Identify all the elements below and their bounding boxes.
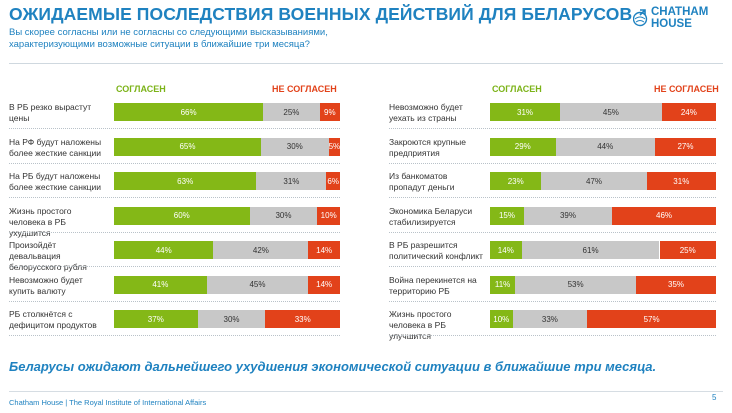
row-separator: [389, 300, 716, 302]
bar-disagree: 25%: [659, 241, 716, 259]
bar-agree: 31%: [490, 103, 561, 121]
page-subtitle: Вы скорее согласны или не согласны со сл…: [9, 27, 328, 50]
row-label: Экономика Беларуси стабилизируется: [389, 205, 473, 227]
bar-agree: 37%: [114, 310, 198, 328]
bar-disagree: 35%: [636, 275, 716, 294]
bar-agree: 15%: [490, 206, 524, 225]
row-separator: [389, 231, 716, 233]
bar-agree: 10%: [490, 310, 513, 328]
legend-agree: СОГЛАСЕН: [492, 84, 542, 94]
bar-neutral: 42%: [213, 241, 309, 259]
bar-disagree: 5%: [328, 137, 340, 156]
bar-disagree: 24%: [661, 103, 716, 121]
bar-neutral: 33%: [512, 310, 588, 328]
legend-disagree: НЕ СОГЛАСЕН: [654, 84, 719, 94]
row-label: На РБ будут наложены более жесткие санкц…: [9, 171, 102, 192]
bar-agree: 29%: [490, 137, 556, 156]
row-label: В РБ разрешится политический конфликт: [389, 240, 483, 261]
row-separator: [389, 266, 716, 267]
footer-text: Chatham House | The Royal Institute of I…: [9, 398, 207, 407]
row-separator: [9, 266, 340, 267]
conclusion-text: Беларусы ожидают дальнейшего ухудшения э…: [9, 359, 657, 374]
bar-neutral: 53%: [515, 275, 637, 294]
row-separator: [9, 300, 340, 302]
bar-agree: 66%: [114, 103, 264, 121]
chatham-house-logo: CHATHAM HOUSE: [633, 6, 723, 36]
row-separator: [389, 197, 716, 198]
bar-disagree: 14%: [308, 275, 340, 294]
row-label: Произойдёт девальвация белорусского рубл…: [9, 240, 87, 272]
bar-neutral: 30%: [197, 310, 266, 328]
legend-disagree: НЕ СОГЛАСЕН: [272, 84, 337, 94]
row-separator: [9, 197, 340, 198]
header-divider: [9, 63, 723, 64]
row-separator: [389, 335, 716, 336]
bar-agree: 23%: [490, 172, 542, 190]
chart-right: СОГЛАСЕН НЕ СОГЛАСЕН Невозможно будет уеха…: [389, 84, 719, 341]
row-label: РБ столкнётся с дефицитом продуктов: [9, 309, 97, 330]
bar-disagree: 10%: [317, 206, 340, 225]
row-label: Невозможно будет купить валюту: [9, 274, 83, 296]
row-label: Невозможно будет уехать из страны: [389, 102, 463, 123]
bar-neutral: 45%: [206, 275, 309, 294]
bar-neutral: 45%: [560, 103, 662, 121]
bar-neutral: 47%: [541, 172, 647, 190]
bar-disagree: 31%: [646, 172, 716, 190]
bar-disagree: 9%: [319, 103, 340, 121]
bar-agree: 63%: [114, 172, 257, 190]
row-label: Война перекинется на территорию РБ: [389, 274, 477, 296]
row-separator: [9, 128, 340, 129]
bar-agree: 14%: [490, 241, 522, 259]
bar-agree: 60%: [114, 206, 250, 225]
row-label: Жизнь простого человека в РБ улучшится: [389, 309, 452, 341]
bar-disagree: 14%: [308, 241, 340, 259]
row-label: Жизнь простого человека в РБ ухудшится: [9, 205, 72, 238]
bar-agree: 65%: [114, 137, 261, 156]
row-separator: [9, 231, 340, 233]
row-label: В РБ резко вырастут цены: [9, 102, 92, 123]
bar-disagree: 6%: [326, 172, 340, 190]
bar-neutral: 30%: [260, 137, 329, 156]
row-separator: [9, 335, 340, 336]
row-label: Из банкоматов пропадут деньги: [389, 171, 455, 192]
row-label: На РФ будут наложены более жесткие санкц…: [9, 136, 102, 158]
row-separator: [389, 128, 716, 129]
legend-agree: СОГЛАСЕН: [116, 84, 166, 94]
page-number: 5: [712, 393, 717, 402]
chart-left: СОГЛАСЕН НЕ СОГЛАСЕН В РБ резко вырастут ц…: [9, 84, 340, 336]
bar-disagree: 27%: [654, 137, 716, 156]
bar-agree: 11%: [490, 275, 516, 294]
bar-neutral: 31%: [256, 172, 327, 190]
logo-line-1: CHATHAM: [651, 6, 709, 18]
bar-neutral: 44%: [555, 137, 655, 156]
bar-agree: 41%: [114, 275, 207, 294]
bar-neutral: 39%: [523, 206, 613, 225]
row-separator: [389, 162, 716, 164]
bar-disagree: 33%: [265, 310, 340, 328]
bar-neutral: 30%: [249, 206, 318, 225]
bar-neutral: 61%: [521, 241, 660, 259]
bar-agree: 44%: [114, 241, 214, 259]
logo-line-2: HOUSE: [651, 18, 692, 30]
globe-arrow-icon: [633, 9, 648, 27]
bar-neutral: 25%: [263, 103, 320, 121]
row-separator: [9, 162, 340, 164]
page-title: ОЖИДАЕМЫЕ ПОСЛЕДСТВИЯ ВОЕННЫХ ДЕЙСТВИЙ Д…: [9, 4, 633, 24]
bar-disagree: 46%: [612, 206, 716, 225]
bar-disagree: 57%: [587, 310, 716, 328]
row-label: Закроются крупные предприятия: [389, 136, 466, 158]
footer-divider: [9, 391, 723, 392]
